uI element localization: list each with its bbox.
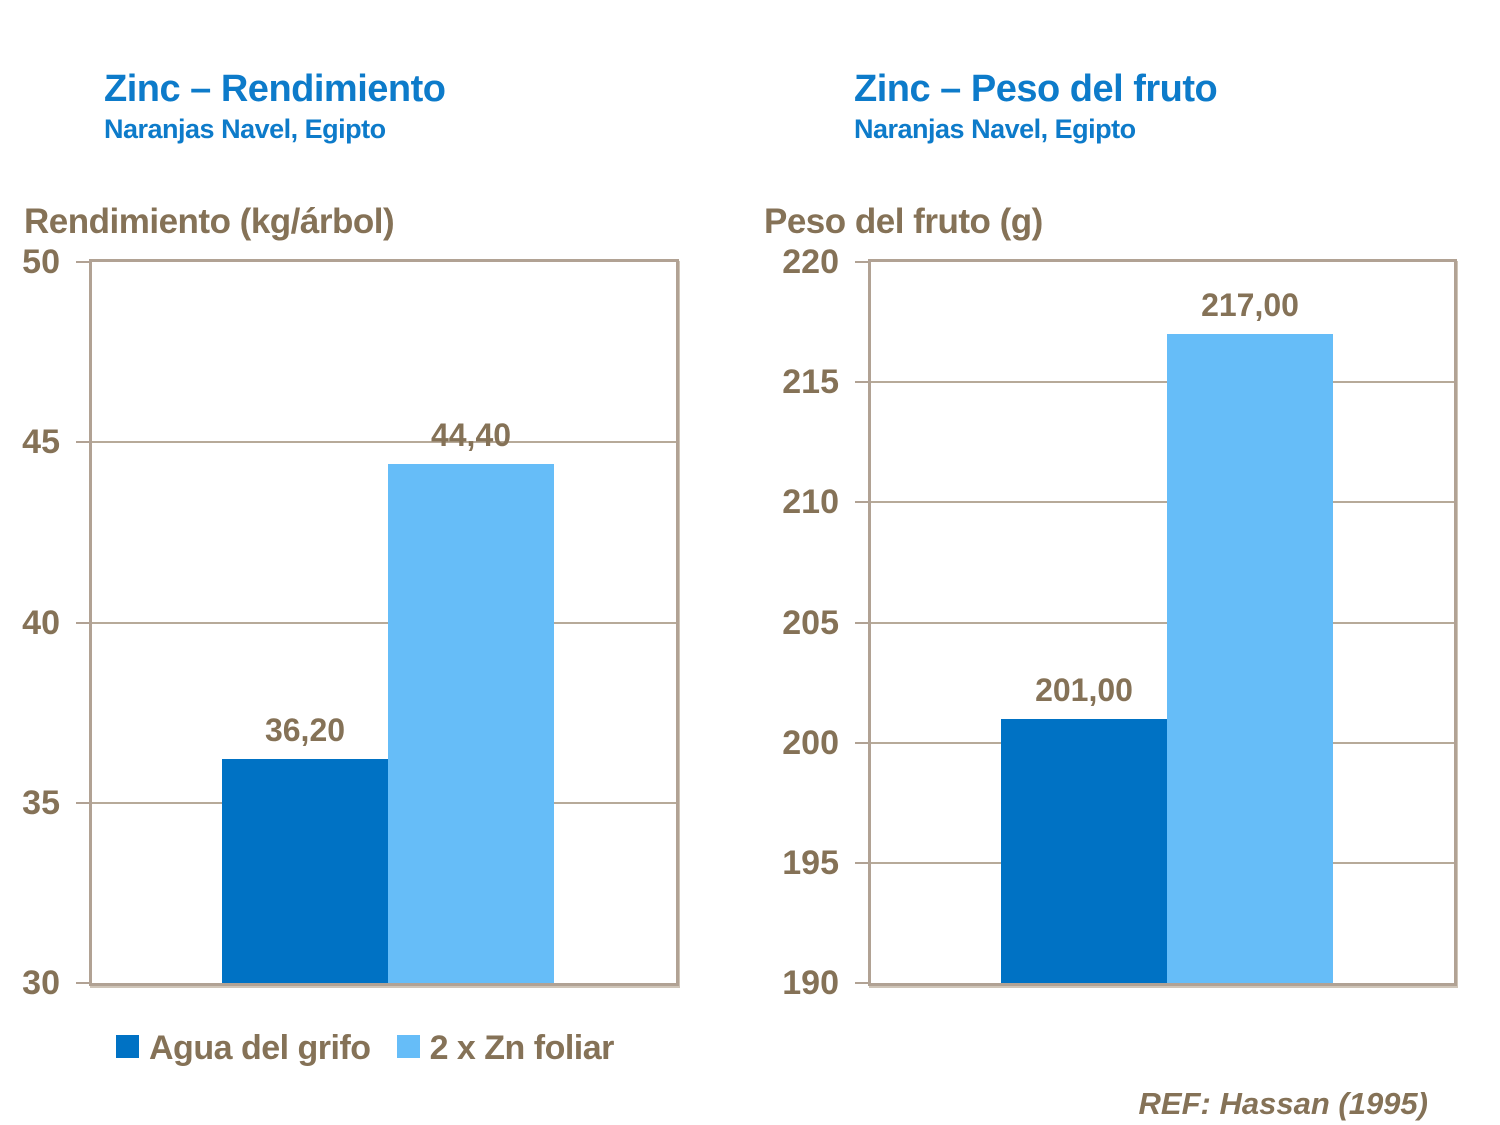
bar-2-x-zn-foliar bbox=[1167, 334, 1333, 983]
y-tick-label: 210 bbox=[782, 483, 839, 521]
y-tick-label: 190 bbox=[782, 964, 839, 1002]
chart-subtitle-peso-del-fruto: Naranjas Navel, Egipto bbox=[854, 114, 1136, 144]
bar-2-x-zn-foliar bbox=[388, 464, 554, 983]
y-tick-mark bbox=[76, 441, 89, 443]
bar-value-label: 217,00 bbox=[1201, 287, 1299, 323]
y-axis-title-rendimiento: Rendimiento (kg/árbol) bbox=[24, 202, 395, 241]
legend-label-2x-zn-foliar: 2 x Zn foliar bbox=[429, 1028, 615, 1067]
y-tick-mark bbox=[855, 742, 868, 744]
y-tick-mark bbox=[855, 862, 868, 864]
y-tick-mark bbox=[855, 261, 868, 263]
chart-subtitle-rendimiento: Naranjas Navel, Egipto bbox=[104, 114, 386, 144]
y-tick-label: 220 bbox=[782, 243, 839, 281]
plot-area-rendimiento: 30 35 40 45 50 36,20 44,40 bbox=[22, 243, 679, 1002]
bar-agua-del-grifo bbox=[1001, 719, 1167, 983]
y-tick-label: 40 bbox=[22, 604, 60, 642]
y-tick-label: 200 bbox=[782, 724, 839, 762]
bar-agua-del-grifo bbox=[222, 759, 388, 983]
y-tick-mark bbox=[76, 802, 89, 804]
y-tick-mark bbox=[855, 501, 868, 503]
chart-title-peso-del-fruto: Zinc – Peso del fruto bbox=[854, 68, 1218, 110]
bar-value-label: 44,40 bbox=[430, 417, 512, 453]
y-tick-label: 205 bbox=[782, 604, 839, 642]
y-tick-label: 35 bbox=[22, 784, 60, 822]
y-tick-mark bbox=[855, 982, 868, 984]
y-tick-mark bbox=[855, 381, 868, 383]
legend: Agua del grifo 2 x Zn foliar bbox=[116, 1026, 614, 1070]
y-tick-mark bbox=[76, 982, 89, 984]
y-axis-title-peso-del-fruto: Peso del fruto (g) bbox=[764, 202, 1043, 241]
gridline bbox=[92, 622, 676, 624]
y-tick-label: 215 bbox=[782, 363, 839, 401]
bar-value-label: 201,00 bbox=[1035, 672, 1133, 708]
plot-area-peso-del-fruto: 190 195 200 205 210 215 220 201,00 217,00 bbox=[782, 243, 1457, 1002]
y-tick-label: 45 bbox=[22, 423, 60, 461]
y-tick-mark bbox=[76, 261, 89, 263]
bar-value-label: 36,20 bbox=[264, 712, 346, 748]
gridline bbox=[92, 441, 676, 443]
y-tick-label: 195 bbox=[782, 844, 839, 882]
gridline bbox=[871, 381, 1454, 383]
reference-citation: REF: Hassan (1995) bbox=[1138, 1086, 1428, 1121]
legend-swatch-agua-del-grifo bbox=[116, 1034, 139, 1058]
y-tick-mark bbox=[855, 622, 868, 624]
legend-swatch-2x-zn-foliar bbox=[396, 1034, 420, 1058]
y-tick-label: 50 bbox=[22, 243, 60, 281]
y-tick-mark bbox=[76, 622, 89, 624]
gridline bbox=[871, 622, 1454, 624]
chart-title-rendimiento: Zinc – Rendimiento bbox=[104, 68, 446, 110]
legend-label-agua-del-grifo: Agua del grifo bbox=[149, 1028, 371, 1067]
y-tick-label: 30 bbox=[22, 964, 60, 1002]
legend-item-2x-zn-foliar: 2 x Zn foliar bbox=[396, 1028, 615, 1068]
gridline bbox=[871, 501, 1454, 503]
legend-item-agua-del-grifo: Agua del grifo bbox=[116, 1029, 371, 1068]
